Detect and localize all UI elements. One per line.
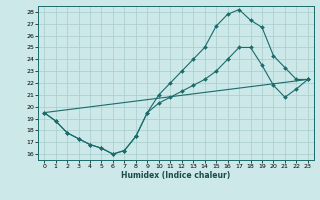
X-axis label: Humidex (Indice chaleur): Humidex (Indice chaleur) xyxy=(121,171,231,180)
